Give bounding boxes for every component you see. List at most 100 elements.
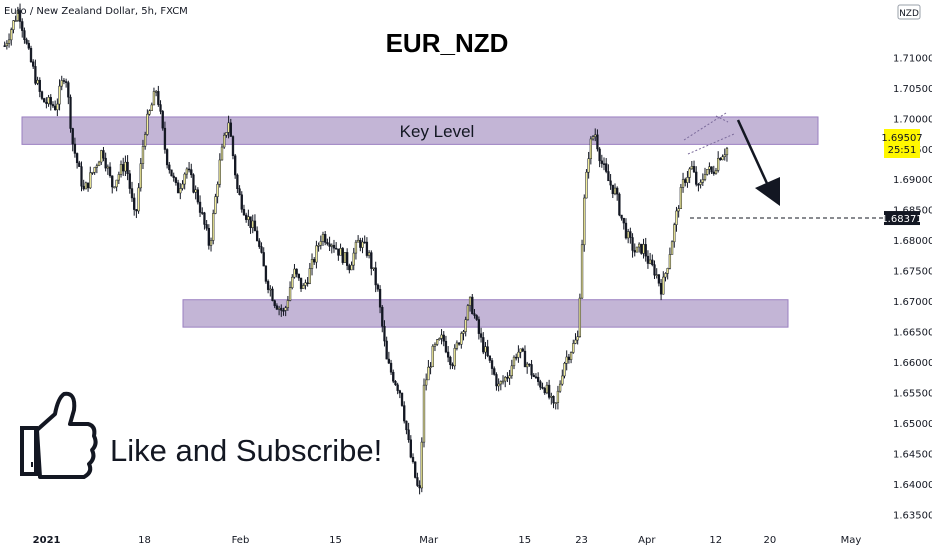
candle-body (646, 255, 650, 264)
candle-body (262, 252, 265, 267)
y-tick-label: 1.65500 (893, 388, 932, 399)
candle-body (315, 245, 318, 263)
candle-body (387, 358, 391, 364)
candle-body (220, 146, 224, 161)
key-level-zone (21, 116, 819, 145)
x-tick-label: 23 (575, 535, 588, 546)
candle-body (624, 222, 628, 239)
candle-body (583, 197, 586, 246)
down-arrow-shaft (736, 119, 772, 191)
candle-body (561, 375, 564, 385)
candle-body (695, 171, 698, 185)
candle-body (392, 371, 395, 382)
candle-body (554, 402, 557, 404)
candles-group (3, 3, 729, 495)
candle-body (102, 150, 105, 159)
candle-body (231, 136, 235, 156)
y-tick-label: 1.68000 (893, 236, 932, 247)
candle-body (245, 214, 248, 220)
candle-body (51, 104, 55, 107)
candle-body (587, 158, 590, 173)
candle-body (113, 186, 116, 189)
candle-body (242, 209, 246, 216)
candle-body (218, 159, 221, 185)
candle-body (504, 377, 507, 382)
candle-body (12, 20, 15, 30)
candle-body (635, 246, 639, 253)
x-tick-label: 15 (518, 535, 531, 546)
y-tick-label: 1.71000 (893, 53, 932, 64)
candle-body (54, 105, 57, 111)
wedge-pattern (683, 112, 735, 155)
candle-body (249, 216, 252, 228)
candle-body (464, 319, 467, 332)
candle-body (181, 183, 184, 189)
candle-body (605, 163, 608, 172)
candle-body (567, 356, 571, 360)
candle-body (62, 80, 66, 82)
candle-body (530, 364, 533, 376)
candle-body (247, 216, 250, 220)
candle-body (86, 182, 90, 189)
candle-body (89, 172, 92, 189)
candle-body (343, 252, 347, 263)
candle-body (295, 268, 298, 275)
x-tick-label: 20 (763, 535, 776, 546)
candle-body (714, 170, 718, 174)
candle-body (703, 174, 707, 180)
candle-body (16, 10, 19, 21)
candle-body (356, 239, 360, 243)
candle-body (328, 243, 331, 247)
candle-body (253, 220, 257, 232)
candle-body (699, 182, 702, 185)
candle-body (60, 80, 63, 87)
candle-body (58, 85, 61, 105)
candle-body (400, 392, 404, 406)
candle-body (512, 356, 516, 367)
y-tick-label: 1.69000 (893, 175, 932, 186)
currency-badge[interactable] (897, 4, 921, 20)
candle-body (280, 307, 283, 311)
candle-body (594, 134, 597, 137)
candle-body (190, 169, 193, 176)
candle-body (326, 242, 329, 245)
candle-body (631, 237, 634, 251)
thumbs-up-icon (20, 391, 98, 479)
y-tick-label: 1.64500 (893, 449, 932, 460)
candle-body (192, 174, 195, 193)
candle-body (451, 364, 454, 367)
current-price-label: 1.69507 (881, 133, 922, 144)
candle-body (429, 366, 432, 368)
candle-body (589, 138, 592, 159)
candle-body (313, 259, 316, 263)
candle-body (508, 375, 511, 379)
candle-body (38, 79, 41, 92)
candle-body (673, 224, 676, 243)
candle-body (317, 245, 320, 247)
candle-body (499, 381, 502, 385)
candle-body (416, 477, 419, 486)
candle-body (468, 296, 472, 306)
candle-body (47, 97, 50, 104)
candle-body (97, 161, 101, 167)
x-tick-label: Feb (232, 535, 250, 546)
candle-body (122, 164, 125, 172)
candle-body (365, 241, 369, 256)
candle-body (45, 101, 48, 104)
candle-body (306, 282, 309, 285)
candle-body (345, 252, 349, 266)
candle-body (655, 274, 658, 276)
candle-body (556, 390, 560, 403)
candle-body (236, 174, 239, 189)
candle-body (422, 384, 426, 443)
candle-body (25, 39, 28, 44)
candle-body (409, 439, 412, 458)
candle-body (666, 268, 669, 274)
candle-body (168, 164, 171, 171)
candle-body (613, 187, 617, 195)
candle-body (389, 362, 393, 373)
candle-body (444, 340, 448, 353)
candle-body (642, 244, 645, 254)
candle-body (578, 297, 582, 337)
